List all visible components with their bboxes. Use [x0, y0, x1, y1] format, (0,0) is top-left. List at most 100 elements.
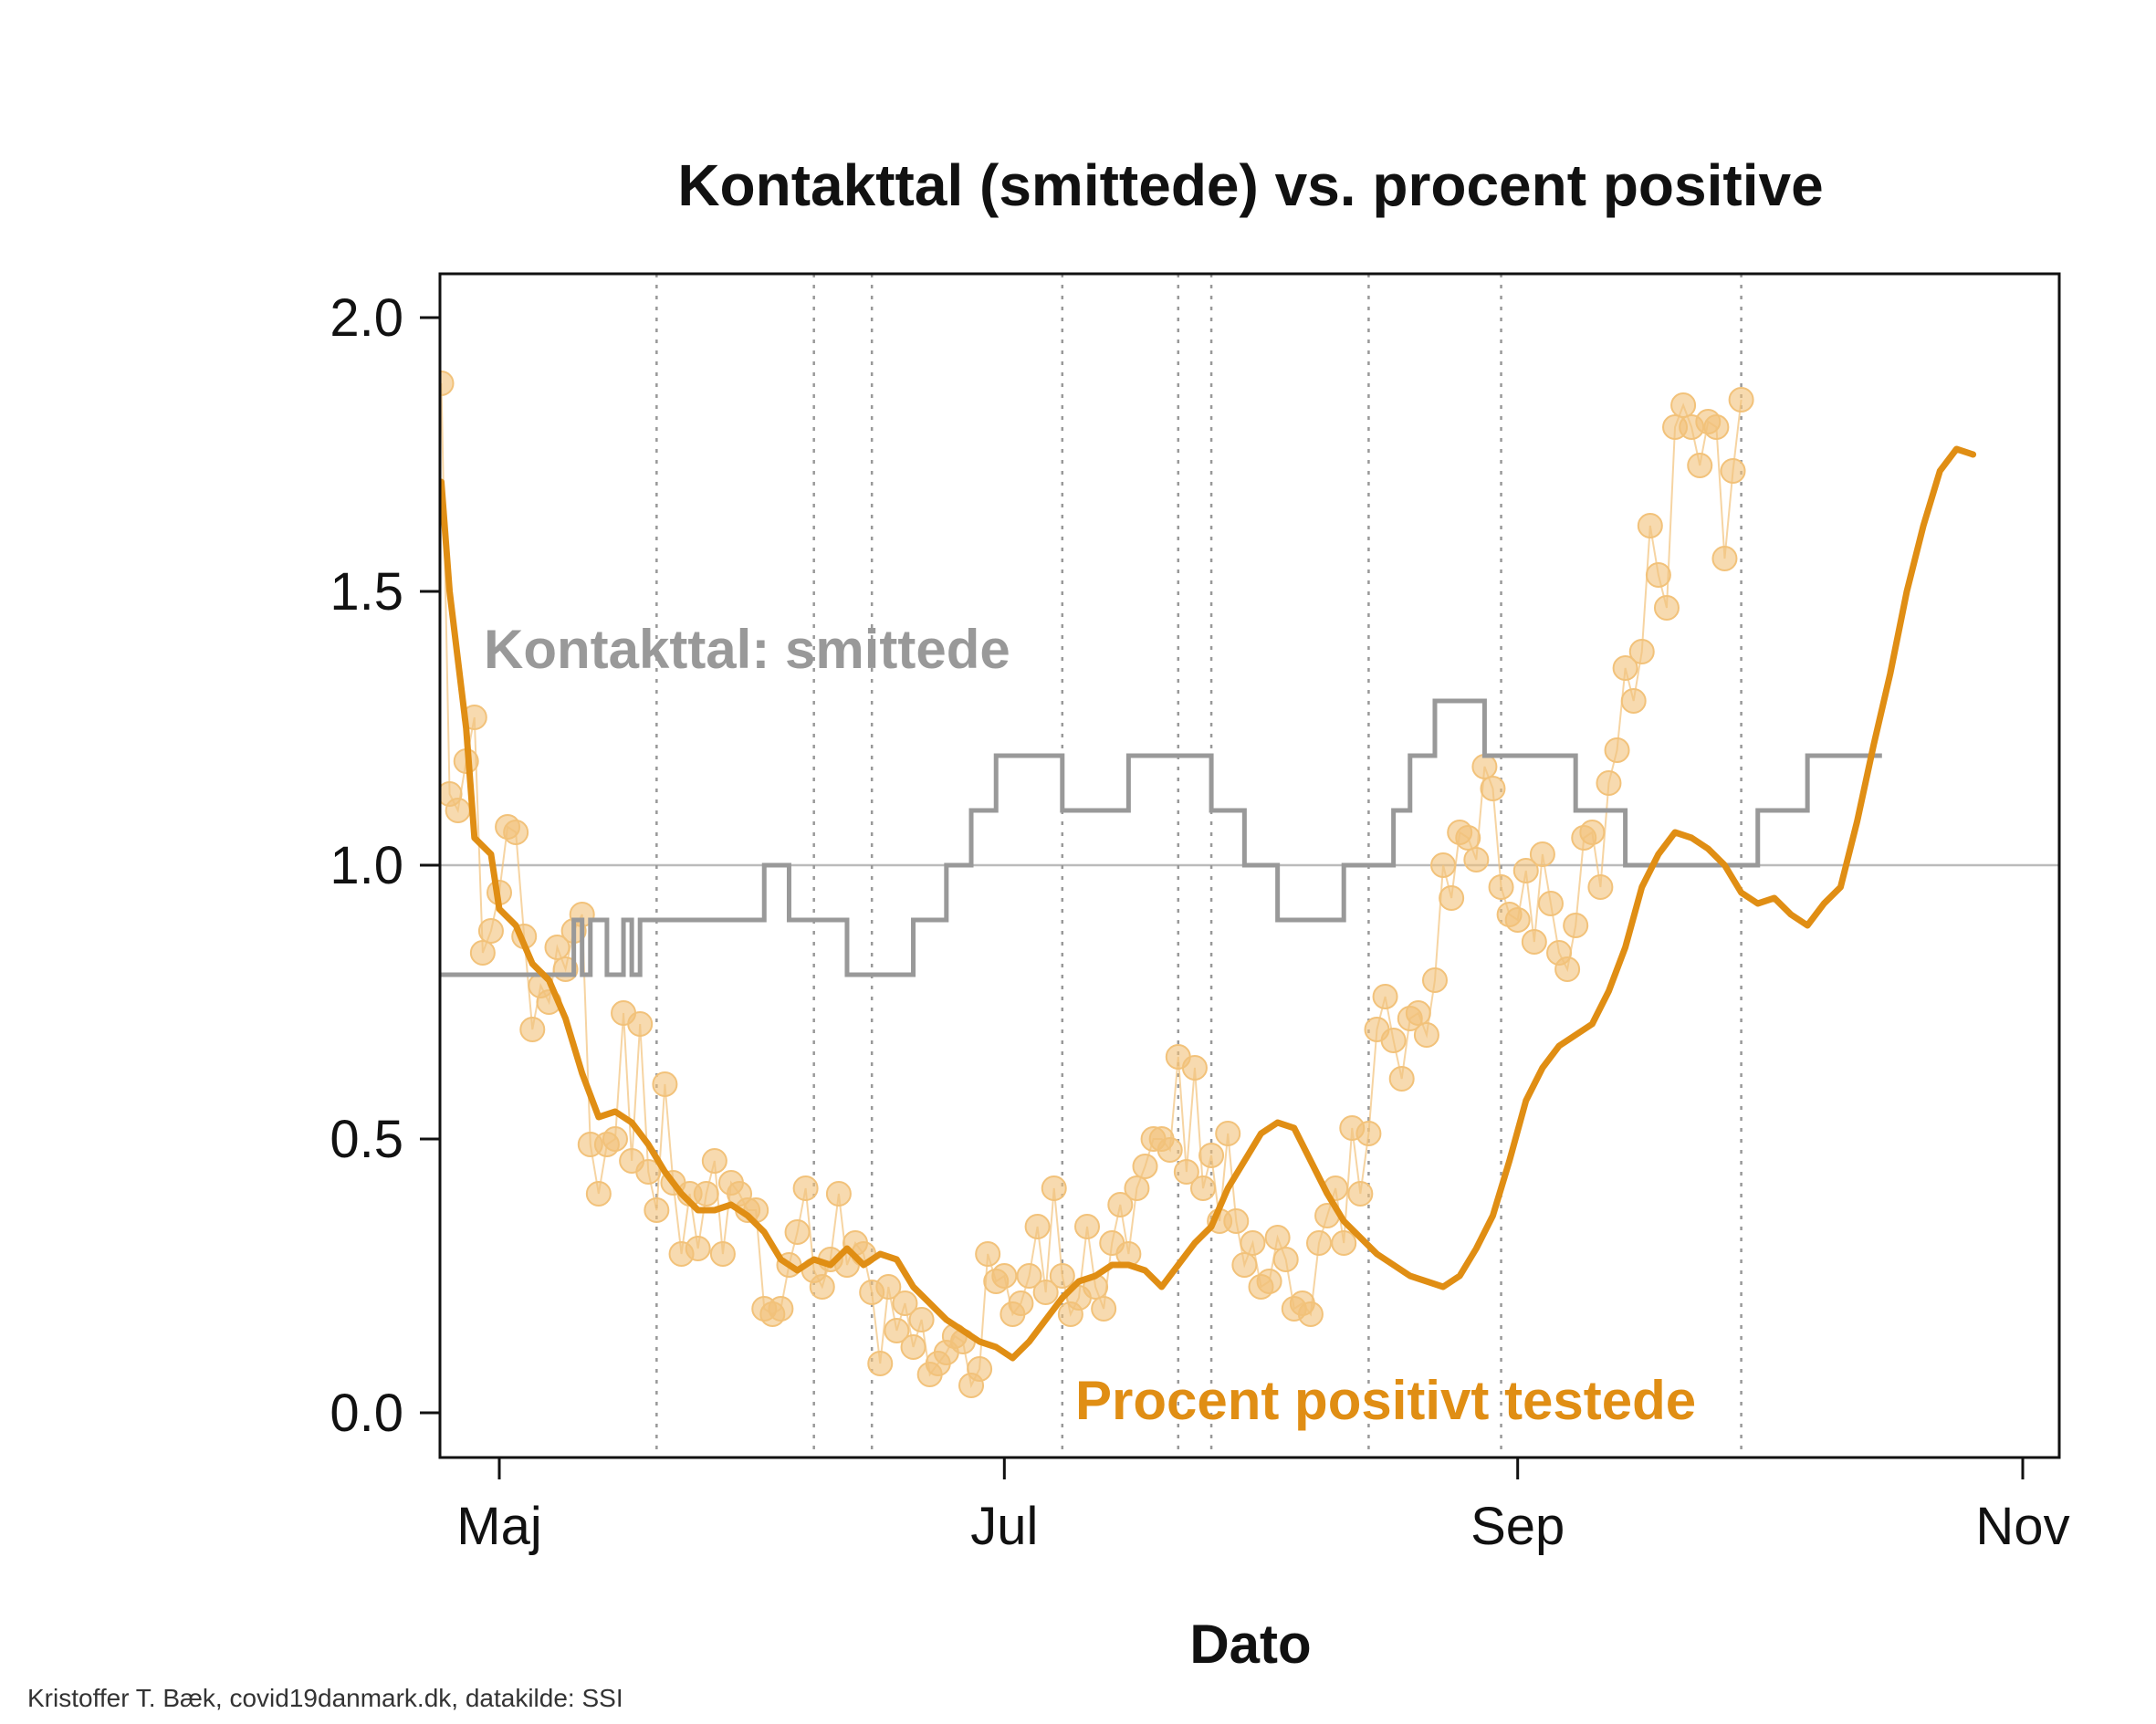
daily-positive-point-44	[792, 1175, 819, 1201]
daily-positive-point-144	[1620, 688, 1647, 714]
daily-positive-point-68	[991, 1263, 1018, 1289]
daily-positive-point-118	[1405, 1000, 1431, 1026]
x-tick-label-1: Jul	[970, 1497, 1038, 1556]
daily-positive-point-54	[875, 1274, 902, 1300]
daily-positive-point-0	[440, 371, 455, 396]
x-tick-label-2: Sep	[1470, 1497, 1565, 1556]
x-tick-label-3: Nov	[1975, 1497, 2069, 1556]
daily-positive-point-74	[1041, 1175, 1067, 1201]
daily-positive-point-156	[1720, 458, 1746, 484]
daily-positive-point-136	[1554, 956, 1581, 982]
daily-positive-point-92	[1190, 1175, 1217, 1201]
daily-positive-point-155	[1711, 546, 1738, 571]
daily-positive-point-141	[1596, 770, 1622, 796]
daily-positive-point-133	[1529, 841, 1555, 867]
daily-positive-point-102	[1272, 1247, 1299, 1272]
daily-positive-point-132	[1521, 929, 1547, 955]
daily-positive-point-53	[867, 1351, 894, 1376]
daily-positive-point-114	[1372, 984, 1398, 1009]
daily-positive-point-21	[602, 1126, 628, 1152]
daily-positive-point-66	[975, 1241, 1001, 1267]
daily-positive-point-122	[1439, 885, 1465, 911]
daily-positive-point-85	[1132, 1154, 1158, 1179]
daily-positive-point-139	[1579, 820, 1606, 845]
daily-positive-point-119	[1413, 1022, 1439, 1048]
daily-positive-point-26	[644, 1197, 670, 1223]
daily-positive-point-25	[635, 1159, 662, 1185]
daily-positive-point-80	[1091, 1296, 1117, 1322]
daily-positive-point-128	[1488, 874, 1514, 900]
daily-positive-point-143	[1612, 655, 1638, 681]
daily-positive-point-56	[892, 1290, 918, 1316]
series-group	[440, 371, 1977, 1398]
daily-positive-point-9	[503, 820, 529, 845]
daily-positive-point-145	[1628, 639, 1655, 664]
y-tick-label-1: 0.5	[330, 1110, 403, 1169]
daily-positive-point-111	[1347, 1181, 1374, 1207]
daily-positive-point-148	[1653, 595, 1680, 621]
daily-positive-point-98	[1240, 1230, 1266, 1256]
y-tick-label-3: 1.5	[330, 562, 403, 622]
daily-positive-point-91	[1181, 1055, 1208, 1081]
daily-positive-point-75	[1049, 1263, 1075, 1289]
daily-positive-point-101	[1264, 1225, 1291, 1250]
daily-positive-point-154	[1703, 414, 1730, 440]
daily-positive-point-125	[1463, 847, 1490, 872]
daily-positive-point-126	[1471, 754, 1498, 779]
daily-positive-point-65	[967, 1356, 993, 1382]
daily-positive-point-24	[627, 1011, 654, 1037]
daily-positive-point-115	[1380, 1028, 1407, 1053]
x-axis-label: Dato	[1189, 1614, 1311, 1675]
daily-positive-point-121	[1430, 852, 1457, 878]
plot-area: 0.0 0.5 1.0 1.5 2.0 Maj Jul Sep Nov Kontakttal: s…	[330, 272, 2070, 1556]
daily-positive-point-19	[585, 1181, 612, 1207]
daily-positive-point-124	[1455, 825, 1481, 851]
chart-title: Kontakttal (smittede) vs. procent positi…	[677, 152, 1823, 218]
daily-positive-point-6	[477, 918, 504, 944]
daily-positive-point-5	[469, 940, 496, 966]
daily-positive-point-90	[1173, 1159, 1199, 1185]
daily-positive-point-147	[1645, 562, 1671, 588]
y-tick-label-2: 1.0	[330, 836, 403, 895]
x-tick-label-0: Maj	[456, 1497, 541, 1556]
y-tick-label-4: 2.0	[330, 288, 403, 348]
daily-positive-point-88	[1156, 1137, 1183, 1163]
series-label-positive: Procent positivt testede	[1075, 1370, 1696, 1431]
daily-positive-point-82	[1107, 1192, 1134, 1217]
daily-positive-point-14	[544, 935, 570, 960]
daily-positive-point-157	[1728, 387, 1754, 413]
daily-positive-point-11	[519, 1017, 546, 1042]
daily-positive-point-112	[1355, 1121, 1382, 1146]
daily-positive-point-150	[1670, 392, 1697, 418]
daily-positive-point-131	[1512, 858, 1539, 883]
daily-positive-point-120	[1421, 967, 1448, 993]
daily-positive-point-140	[1587, 874, 1614, 900]
daily-positive-point-78	[1074, 1214, 1101, 1239]
daily-positive-point-97	[1231, 1252, 1258, 1278]
daily-positive-point-96	[1223, 1208, 1250, 1234]
daily-positive-point-70	[1008, 1290, 1034, 1316]
daily-positive-point-27	[652, 1071, 678, 1097]
daily-positive-point-137	[1563, 913, 1589, 938]
daily-positive-point-58	[908, 1307, 935, 1332]
daily-positive-point-106	[1305, 1230, 1332, 1256]
daily-positive-point-95	[1215, 1121, 1241, 1146]
daily-positive-point-152	[1687, 453, 1713, 478]
series-label-rt: Kontakttal: smittede	[484, 619, 1010, 680]
rt-line	[441, 698, 1882, 977]
y-tick-label-0: 0.0	[330, 1384, 403, 1443]
daily-positive-point-57	[900, 1334, 926, 1360]
daily-positive-point-146	[1637, 513, 1663, 538]
daily-positive-point-142	[1604, 737, 1630, 763]
daily-positive-point-43	[784, 1219, 811, 1245]
daily-positive-point-71	[1016, 1263, 1042, 1289]
daily-positive-point-34	[709, 1241, 736, 1267]
daily-positive-point-46	[809, 1274, 835, 1300]
credit-text: Kristoffer T. Bæk, covid19danmark.dk, da…	[27, 1684, 623, 1712]
daily-positive-point-100	[1256, 1269, 1282, 1294]
daily-positive-point-33	[701, 1148, 727, 1174]
daily-positive-point-31	[685, 1236, 711, 1261]
daily-positive-point-127	[1480, 776, 1506, 801]
daily-positive-point-134	[1537, 891, 1564, 916]
